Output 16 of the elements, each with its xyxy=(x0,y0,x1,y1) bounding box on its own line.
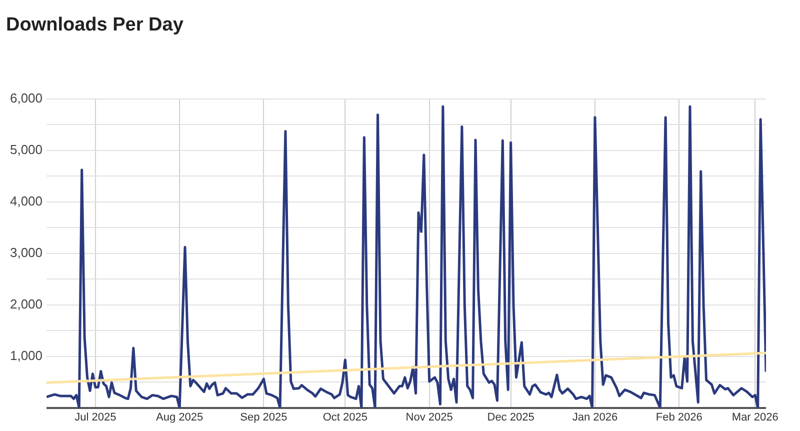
x-tick-label: Sep 2025 xyxy=(240,411,288,424)
x-tick-label: Dec 2025 xyxy=(487,411,534,424)
x-tick-label: Jul 2025 xyxy=(74,411,116,424)
chart-title: Downloads Per Day xyxy=(6,14,184,36)
x-tick-label: Mar 2026 xyxy=(732,411,778,424)
y-tick-label: 1,000 xyxy=(10,348,43,363)
x-tick-label: Nov 2025 xyxy=(406,411,453,424)
y-tick-label: 3,000 xyxy=(10,244,43,260)
y-tick-label: 6,000 xyxy=(10,90,43,106)
x-tick-label: Aug 2025 xyxy=(156,411,204,424)
x-tick-label: Oct 2025 xyxy=(322,411,368,424)
x-tick-label: Feb 2026 xyxy=(656,411,702,424)
x-tick-label: Jan 2026 xyxy=(572,411,618,424)
y-tick-label: 5,000 xyxy=(10,142,43,157)
y-tick-label: 4,000 xyxy=(10,193,43,208)
y-tick-label: 2,000 xyxy=(10,296,43,312)
